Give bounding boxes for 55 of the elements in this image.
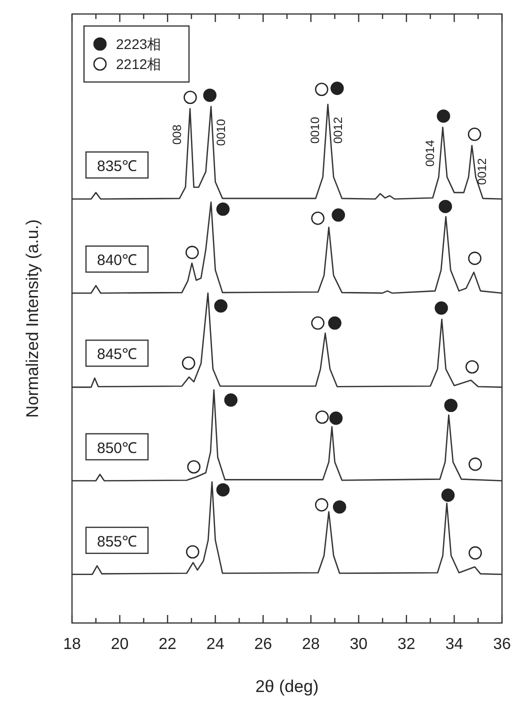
legend-label: 2212相 xyxy=(116,56,162,72)
point xyxy=(468,128,482,141)
point xyxy=(186,246,199,260)
point xyxy=(214,299,228,313)
point xyxy=(441,488,455,502)
x-tick-label: 26 xyxy=(254,636,272,653)
point xyxy=(314,498,328,512)
x-tick-label: 20 xyxy=(110,636,129,653)
point xyxy=(187,460,200,474)
series-label: 855℃ xyxy=(96,533,138,550)
point xyxy=(332,208,346,222)
annotation: 008 xyxy=(170,124,184,145)
point xyxy=(216,483,230,497)
series-label: 845℃ xyxy=(96,346,138,364)
point xyxy=(314,82,328,96)
point xyxy=(186,545,200,559)
x-axis-title: 2θ (deg) xyxy=(255,677,319,696)
x-tick-label: 24 xyxy=(206,636,224,653)
x-tick-label: 18 xyxy=(63,636,81,653)
point xyxy=(468,546,482,560)
annotation: 0012 xyxy=(330,116,345,144)
x-tick-label: 22 xyxy=(158,636,177,653)
point xyxy=(468,458,482,471)
annotation: 0012 xyxy=(474,158,489,185)
point xyxy=(465,360,479,374)
point xyxy=(438,200,452,214)
legend-label: 2223相 xyxy=(116,36,162,52)
x-tick-label: 30 xyxy=(350,636,368,653)
y-axis-title: Normalized Intensity (a.u.) xyxy=(23,219,42,418)
series-label: 835℃ xyxy=(96,158,138,175)
point xyxy=(315,410,329,424)
annotation: 0010 xyxy=(214,118,228,146)
point xyxy=(203,88,216,102)
series-label: 850℃ xyxy=(96,440,138,457)
point xyxy=(216,202,230,216)
point xyxy=(332,500,346,514)
point xyxy=(328,316,342,330)
annotation: 0010 xyxy=(308,116,322,144)
annotation: 0014 xyxy=(422,140,437,167)
point xyxy=(444,398,458,412)
series-label: 840℃ xyxy=(96,252,138,270)
point xyxy=(329,412,343,425)
x-tick-label: 36 xyxy=(493,636,511,653)
x-tick-label: 34 xyxy=(445,636,464,653)
point xyxy=(184,90,197,104)
point xyxy=(434,301,448,315)
point xyxy=(330,82,344,95)
x-tick-label: 32 xyxy=(398,636,416,653)
point xyxy=(436,109,450,123)
x-tick-label: 28 xyxy=(302,636,320,653)
point xyxy=(311,316,324,330)
point xyxy=(468,252,482,265)
point xyxy=(182,356,196,370)
point xyxy=(311,212,324,225)
point xyxy=(224,393,238,407)
